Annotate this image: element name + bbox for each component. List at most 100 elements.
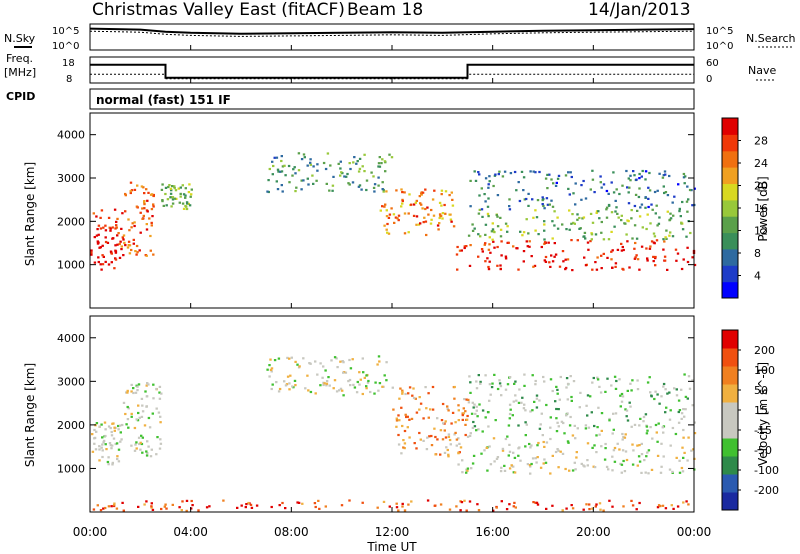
scatter-cell-6-43 xyxy=(512,505,515,508)
scatter-cell-7-97 xyxy=(484,177,488,180)
scatter-cell-7-0 xyxy=(607,192,610,195)
ytick-label-1: 2000 xyxy=(57,215,85,228)
scatter-cell-0-27 xyxy=(118,256,122,259)
scatter-cell-6-55 xyxy=(190,507,193,510)
scatter-cell-5-24 xyxy=(555,407,558,411)
scatter-cell-3-106 xyxy=(297,152,301,155)
scatter-cell-7-88 xyxy=(633,174,636,177)
freq-label-line2: [MHz] xyxy=(4,66,36,79)
scatter-cell-4-4 xyxy=(403,212,407,215)
scatter-cell-3-78 xyxy=(316,169,319,172)
scatter-cell-1-3 xyxy=(150,208,154,211)
scatter-cell-6-35 xyxy=(620,214,623,217)
scatter-cell-4-84 xyxy=(512,465,515,468)
scatter-cell-1-40 xyxy=(152,397,155,400)
xtick-label-0: 00:00 xyxy=(73,525,108,539)
scatter-cell-4-183 xyxy=(508,467,512,470)
scatter-cell-5-129 xyxy=(518,388,521,391)
scatter-cell-5-92 xyxy=(593,424,596,428)
scatter-cell-3-95 xyxy=(408,418,411,421)
scatter-cell-4-46 xyxy=(611,455,614,458)
scatter-cell-5-211 xyxy=(633,423,637,426)
scatter-cell-5-43 xyxy=(633,247,636,250)
scatter-cell-4-42 xyxy=(466,467,470,470)
scatter-cell-2-66 xyxy=(286,356,289,359)
scatter-cell-5-221 xyxy=(630,425,633,428)
scatter-cell-0-33 xyxy=(116,234,119,237)
scatter-cell-1-33 xyxy=(150,224,153,227)
scatter-cell-3-7 xyxy=(377,165,380,168)
scatter-cell-2-59 xyxy=(294,360,297,363)
scatter-cell-5-198 xyxy=(508,417,511,420)
scatter-cell-1-75 xyxy=(135,244,139,248)
scatter-cell-5-51 xyxy=(629,405,632,408)
scatter-cell-4-181 xyxy=(632,449,635,452)
scatter-cell-3-21 xyxy=(446,407,449,410)
scatter-cell-2-105 xyxy=(378,360,381,363)
scatter-cell-0-58 xyxy=(100,209,104,212)
scatter-cell-4-64 xyxy=(385,215,389,218)
scatter-cell-3-107 xyxy=(388,153,391,156)
colorbar-tick-label-2: 20 xyxy=(754,180,768,193)
scatter-cell-6-125 xyxy=(670,504,673,507)
scatter-cell-5-195 xyxy=(691,379,694,382)
scatter-cell-1-2 xyxy=(139,231,142,234)
scatter-cell-2-43 xyxy=(391,386,394,389)
scatter-cell-6-57 xyxy=(376,506,379,509)
scatter-cell-4-50 xyxy=(401,202,404,205)
scatter-cell-7-7 xyxy=(662,185,665,188)
scatter-cell-5-26 xyxy=(499,268,502,271)
scatter-cell-3-57 xyxy=(424,386,427,389)
scatter-cell-1-14 xyxy=(129,191,132,195)
ytick-label-1: 2000 xyxy=(57,419,85,432)
scatter-cell-0-28 xyxy=(117,232,120,235)
scatter-cell-5-178 xyxy=(551,389,554,393)
scatter-cell-3-3 xyxy=(287,164,291,168)
scatter-cell-7-41 xyxy=(663,191,666,195)
scatter-cell-3-94 xyxy=(401,392,404,395)
scatter-cell-3-89 xyxy=(363,153,366,156)
scatter-cell-2-92 xyxy=(349,384,352,387)
scatter-cell-5-10 xyxy=(624,408,627,411)
scatter-cell-7-17 xyxy=(527,192,530,195)
scatter-cell-2-55 xyxy=(306,374,309,377)
scatter-cell-3-28 xyxy=(414,397,417,400)
scatter-cell-5-20 xyxy=(587,426,591,429)
scatter-cell-5-117 xyxy=(543,259,546,262)
nsky-line xyxy=(89,27,695,35)
scatter-cell-3-4 xyxy=(397,414,400,417)
scatter-cell-5-138 xyxy=(663,255,667,258)
scatter-cell-3-58 xyxy=(466,414,469,418)
scatter-cell-2-3 xyxy=(362,371,365,374)
scatter-cell-1-25 xyxy=(121,236,124,239)
scatter-cell-5-63 xyxy=(512,245,515,248)
scatter-cell-7-145 xyxy=(599,181,602,184)
scatter-cell-3-86 xyxy=(411,394,414,397)
scatter-cell-5-16 xyxy=(484,416,487,419)
scatter-cell-6-130 xyxy=(236,506,239,509)
scatter-cell-6-78 xyxy=(150,506,153,509)
scatter-cell-3-52 xyxy=(425,448,429,451)
scatter-cell-1-67 xyxy=(150,193,154,196)
xtick-label-4: 16:00 xyxy=(475,525,510,539)
scatter-cell-5-49 xyxy=(600,412,604,415)
colorbar-tick-label-2: 50 xyxy=(754,384,768,397)
scatter-cell-3-7 xyxy=(454,421,457,424)
scatter-cell-5-130 xyxy=(496,264,499,267)
scatter-cell-4-5 xyxy=(426,206,429,209)
scatter-cell-7-91 xyxy=(621,184,624,187)
scatter-cell-6-4 xyxy=(625,233,628,236)
freq-tick-bottom: 8 xyxy=(66,74,72,85)
scatter-cell-6-61 xyxy=(553,210,556,213)
scatter-cell-4-31 xyxy=(421,207,424,210)
scatter-cell-3-65 xyxy=(331,189,334,192)
scatter-cell-5-143 xyxy=(549,426,552,429)
scatter-cell-1-55 xyxy=(137,411,140,415)
scatter-cell-7-40 xyxy=(551,205,555,208)
scatter-cell-5-50 xyxy=(549,265,552,268)
scatter-cell-4-9 xyxy=(555,430,559,433)
scatter-cell-6-122 xyxy=(171,503,174,506)
scatter-cell-1-36 xyxy=(143,200,146,203)
scatter-cell-4-41 xyxy=(432,214,436,217)
scatter-cell-4-16 xyxy=(415,199,418,202)
